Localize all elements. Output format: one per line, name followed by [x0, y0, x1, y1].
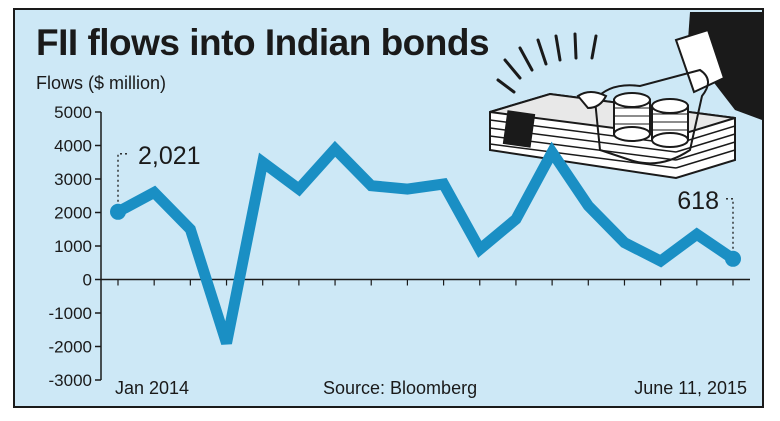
- y-tick-label: 4000: [54, 137, 92, 156]
- hand-holding-cash-and-coins-icon: [489, 12, 762, 180]
- x-axis-ticks: [117, 279, 734, 286]
- callout-end-value: 618: [677, 187, 719, 215]
- y-axis-label: Flows ($ million): [36, 73, 167, 93]
- chart-frame: [13, 8, 764, 408]
- y-tick-label: -2000: [49, 338, 92, 357]
- x-start-label: Jan 2014: [115, 378, 189, 398]
- endpoint-markers: [110, 203, 741, 267]
- x-end-label: June 11, 2015: [634, 378, 747, 398]
- chart-title: FII flows into Indian bonds: [36, 22, 490, 63]
- y-tick-label: -3000: [49, 371, 92, 390]
- y-tick-label: 3000: [54, 170, 92, 189]
- y-tick-label: 2000: [54, 204, 92, 223]
- callout-leaders: [117, 153, 734, 249]
- y-tick-label: -1000: [49, 304, 92, 323]
- callout-leader-line: [723, 198, 734, 249]
- data-point-marker: [110, 203, 126, 220]
- y-tick-label: 0: [83, 271, 92, 290]
- series-line: [112, 140, 739, 345]
- y-axis-ticks: 5000 4000 3000 2000 1000 0 -1000 -2000 -3000: [49, 103, 101, 390]
- y-tick-label: 1000: [54, 237, 92, 256]
- source-note: Source: Bloomberg: [323, 378, 477, 398]
- y-tick-label: 5000: [54, 103, 92, 122]
- callout-start-value: 2,021: [138, 142, 201, 170]
- data-point-marker: [725, 250, 741, 267]
- callout-leader-line: [117, 153, 130, 202]
